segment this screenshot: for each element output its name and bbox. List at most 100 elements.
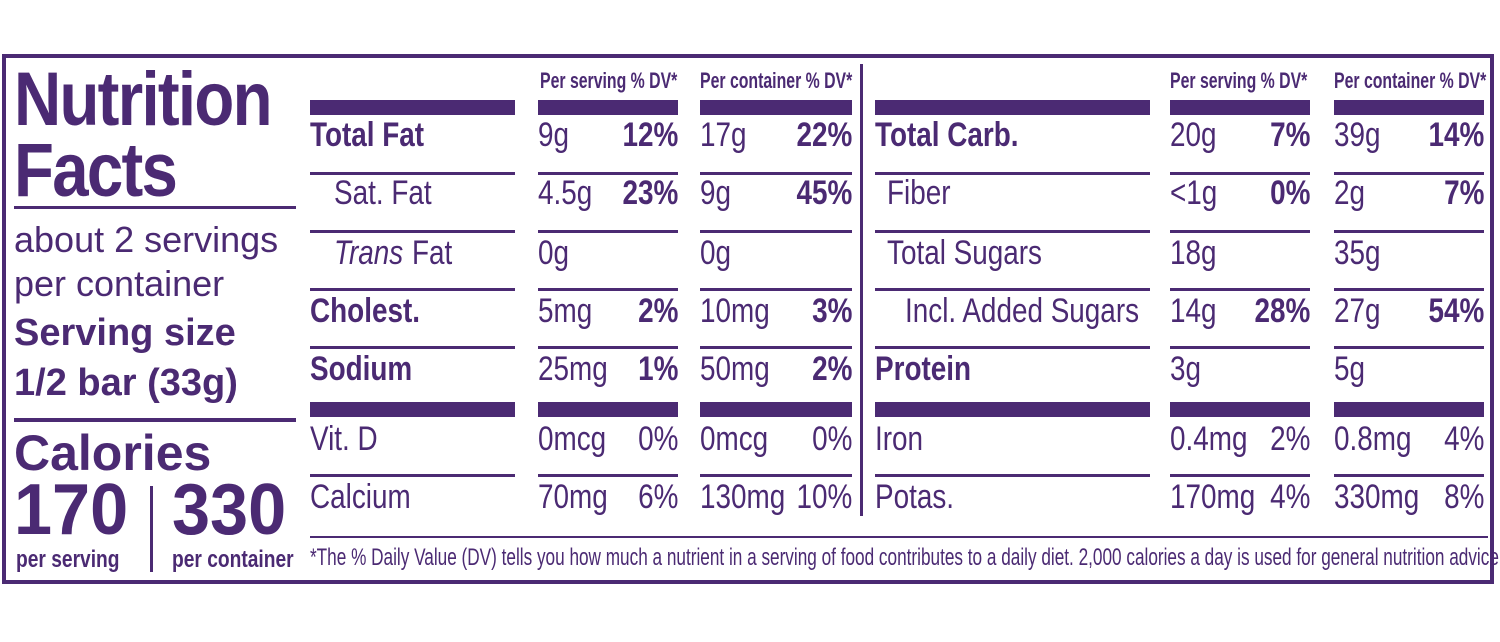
nutrient-name: Sat. Fat <box>334 174 432 212</box>
nutrient-name-italic: Trans <box>334 234 404 272</box>
nutrient-dv: 10% <box>796 478 853 516</box>
nutrient-name: Potas. <box>875 478 955 516</box>
calories-label: Calories <box>14 425 212 481</box>
footnote: *The % Daily Value (DV) tells you how mu… <box>310 544 1500 571</box>
nutrient-amount: 27g <box>1334 292 1381 330</box>
nutrient-dv: 22% <box>796 116 853 154</box>
nutrition-panel <box>2 54 1494 584</box>
row-rule <box>700 172 852 175</box>
row-rule <box>1170 474 1310 477</box>
nutrient-amount: 39g <box>1334 116 1381 154</box>
row-rule <box>1334 288 1484 291</box>
nutrient-dv: 0% <box>638 420 679 458</box>
title-rule <box>14 206 296 209</box>
nutrient-amount: 50mg <box>700 350 770 388</box>
nutrient-amount: 0mcg <box>700 420 769 458</box>
row-rule <box>538 346 678 349</box>
row-rule <box>1170 346 1310 349</box>
nutrient-name: Protein <box>875 350 972 388</box>
per-container-caption: per container <box>172 546 294 573</box>
calories-divider <box>150 486 153 572</box>
nutrient-name: Sodium <box>310 350 413 388</box>
row-rule <box>700 288 852 291</box>
nutrient-dv: 6% <box>638 478 679 516</box>
nutrient-name: Iron <box>875 420 924 458</box>
left-header-container: Per container % DV* <box>700 68 853 93</box>
serving-size-label: Serving size <box>14 312 236 354</box>
nutrient-amount: 330mg <box>1334 478 1420 516</box>
row-rule <box>310 346 515 349</box>
nutrient-amount: 35g <box>1334 234 1381 272</box>
nutrient-dv: 2% <box>812 350 853 388</box>
nutrient-dv: 4% <box>1270 478 1311 516</box>
per-serving-caption: per serving <box>16 546 120 573</box>
row-rule <box>310 172 515 175</box>
nutrient-name: Vit. D <box>310 420 378 458</box>
nutrient-dv: 54% <box>1428 292 1485 330</box>
nutrient-amount: 5mg <box>538 292 593 330</box>
nutrient-amount: 20g <box>1170 116 1217 154</box>
servings-line2: per container <box>14 263 225 304</box>
nutrient-amount: 170mg <box>1170 478 1256 516</box>
right-header-container: Per container % DV* <box>1334 68 1487 93</box>
row-rule <box>1334 474 1484 477</box>
nutrient-amount: 0mcg <box>538 420 607 458</box>
thick-rule <box>700 100 852 115</box>
nutrient-dv: 14% <box>1428 116 1485 154</box>
footnote-rule <box>310 536 1488 538</box>
nutrient-dv: 0% <box>1270 174 1311 212</box>
nutrient-amount: 3g <box>1170 350 1202 388</box>
nutrient-dv: 23% <box>622 174 679 212</box>
nutrient-name: Incl. Added Sugars <box>905 292 1140 330</box>
thick-rule <box>1334 100 1484 115</box>
nutrient-amount: 0.4mg <box>1170 420 1248 458</box>
thick-rule <box>700 402 852 417</box>
nutrient-amount: 10mg <box>700 292 770 330</box>
title-line1: Nutrition <box>14 57 273 142</box>
nutrient-name: Fat <box>412 234 453 272</box>
nutrient-name: Calcium <box>310 478 411 516</box>
thick-rule <box>875 402 1150 417</box>
nutrient-name: Fiber <box>887 174 951 212</box>
nutrient-amount: 9g <box>538 116 570 154</box>
nutrient-amount: 4.5g <box>538 174 593 212</box>
nutrient-dv: 7% <box>1444 174 1485 212</box>
nutrient-dv: 1% <box>638 350 679 388</box>
row-rule <box>310 474 515 477</box>
nutrient-dv: 2% <box>1270 420 1311 458</box>
nutrient-amount: 2g <box>1334 174 1366 212</box>
row-rule <box>1334 346 1484 349</box>
thick-rule <box>875 100 1150 115</box>
thick-rule <box>538 100 678 115</box>
nutrient-dv: 0% <box>812 420 853 458</box>
servings-line1: about 2 servings <box>14 219 279 260</box>
row-rule <box>538 230 678 233</box>
nutrient-dv: 28% <box>1254 292 1311 330</box>
thick-rule <box>310 402 515 417</box>
row-rule <box>1334 172 1484 175</box>
row-rule <box>1170 288 1310 291</box>
row-rule <box>1170 172 1310 175</box>
serving-size-value: 1/2 bar (33g) <box>14 362 238 404</box>
nutrient-amount: 18g <box>1170 234 1217 272</box>
row-rule <box>1170 230 1310 233</box>
nutrient-dv: 45% <box>796 174 853 212</box>
nutrient-amount: 0g <box>700 234 732 272</box>
nutrient-dv: 4% <box>1444 420 1485 458</box>
thick-rule <box>1170 100 1310 115</box>
nutrient-amount: 17g <box>700 116 747 154</box>
nutrient-dv: 8% <box>1444 478 1485 516</box>
nutrient-name: Total Carb. <box>875 116 1019 154</box>
nutrient-amount: 0.8mg <box>1334 420 1412 458</box>
right-header-serving: Per serving % DV* <box>1170 68 1308 93</box>
row-rule <box>875 288 1150 291</box>
row-rule <box>310 288 515 291</box>
row-rule <box>538 474 678 477</box>
nutrient-dv: 7% <box>1270 116 1311 154</box>
row-rule <box>538 288 678 291</box>
nutrient-amount: 9g <box>700 174 732 212</box>
row-rule <box>700 230 852 233</box>
nutrient-amount: 25mg <box>538 350 608 388</box>
row-rule <box>538 172 678 175</box>
thick-rule <box>1170 402 1310 417</box>
